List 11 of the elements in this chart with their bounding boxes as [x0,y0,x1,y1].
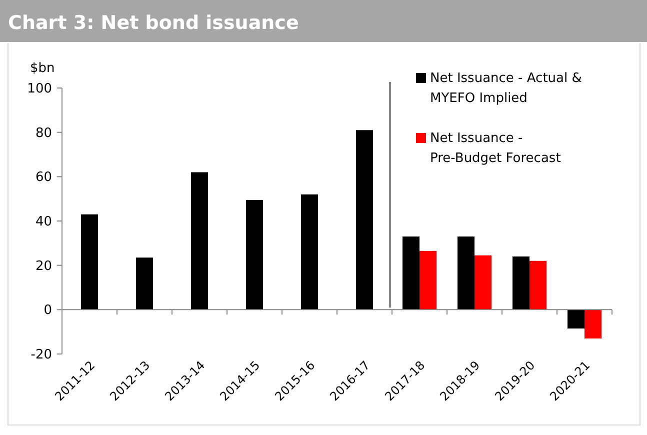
y-axis-title: $bn [30,61,55,76]
y-tick-label: 60 [35,170,52,186]
y-tick-label: 0 [44,303,52,318]
y-tick-label: 20 [35,258,52,274]
legend-label: Net Issuance - Pre-Budget Forecast [430,131,561,166]
chart-title: Chart 3: Net bond issuance [8,12,299,34]
legend-label: Net Issuance - Actual & MYEFO Implied [430,71,582,106]
y-tick-label: 80 [35,126,52,141]
y-tick-label: -20 [30,348,52,363]
y-tick-label: 40 [35,214,52,230]
y-tick-label: 100 [27,82,52,97]
